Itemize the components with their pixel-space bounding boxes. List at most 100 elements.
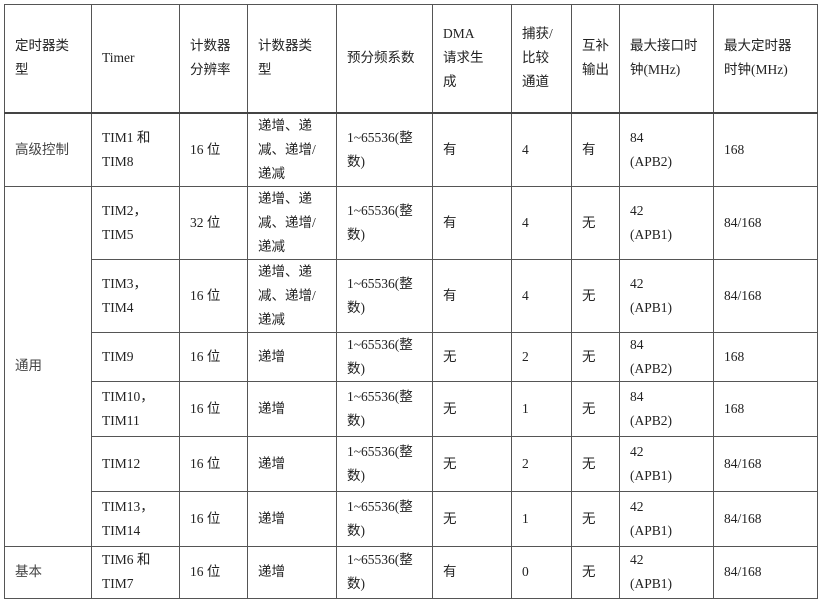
cell-text-line: TIM5 (102, 226, 134, 242)
cell-text-line: 有 (443, 214, 457, 230)
prescaler-cell: 1~65536(整 数) (336, 380, 433, 437)
prescaler-cell: 1~65536(整 数) (336, 112, 433, 187)
counter-type-cell: 递增、递 减、递增/递减 (247, 185, 337, 260)
timer-cell: TIM1 和 TIM8 (91, 112, 180, 187)
column-header-resolution: 计数器分辨率 (179, 4, 248, 114)
cell-text-line: 1 (522, 510, 529, 526)
cell-text-line: TIM7 (102, 576, 134, 591)
header-text: DMA 请求生成 (443, 26, 484, 90)
table-row: 通用 TIM2， TIM5 32 位递增、递 减、递增/递减 1~65536(整 数) 有 4 无… (4, 185, 818, 547)
prescaler-cell: 1~65536(整 数) (336, 490, 433, 547)
cell-text-line: TIM9 (102, 348, 134, 364)
cell-text-line: 4 (522, 141, 529, 157)
cell-text-line: 数) (347, 360, 365, 376)
complementary-cell: 无 (571, 545, 620, 599)
timer-type-cell: 高级控制 (4, 112, 92, 187)
cell-text-line: 168 (724, 141, 745, 157)
counter-type-cell: 递增、递 减、递增/递减 (247, 112, 337, 187)
cell-text-line: 1~65536(整 (347, 275, 413, 291)
cell-text-line: 2 (522, 348, 529, 364)
cell-text-line: 数) (347, 412, 365, 428)
cell-text-line: (APB1) (630, 226, 673, 242)
cell-text-line: 递减 (258, 311, 285, 327)
cell-text-line: 数) (347, 576, 365, 591)
header-text: 互补输出 (582, 38, 609, 78)
cell-text-line: 无 (443, 348, 457, 364)
table-row: TIM12 16 位 递增 1~65536(整 数) 无 2 无 42 (APB1) 84/168 (5, 435, 818, 492)
cell-text-line: 84/168 (724, 214, 762, 230)
cell-text-line: 84 (630, 129, 644, 145)
cell-text-line: 递减 (258, 165, 285, 181)
table-row: 基本 TIM6 和 TIM7 16 位 递增 1~65536(整 数) 有 0 无 42 (APB1)… (4, 545, 818, 599)
timer-clock-cell: 84/168 (713, 545, 818, 599)
channels-cell: 4 (511, 258, 572, 333)
cell-text-line: 递增、递 (258, 190, 312, 206)
complementary-cell: 无 (571, 331, 620, 382)
prescaler-cell: 1~65536(整 数) (336, 185, 433, 260)
header-text: 定时器类型 (15, 38, 69, 78)
dma-cell: 无 (432, 435, 512, 492)
cell-text-line: (APB1) (630, 576, 673, 591)
cell-text-line: 84 (630, 388, 644, 404)
counter-type-cell: 递增、递 减、递增/递减 (247, 258, 337, 333)
cell-text-line: 数) (347, 467, 365, 483)
cell-text-line: 有 (443, 141, 457, 157)
cell-text-line: 无 (443, 510, 457, 526)
channels-cell: 1 (511, 490, 572, 547)
cell-text-line: 16 位 (190, 141, 221, 157)
cell-text-line: 有 (443, 564, 457, 579)
cell-text-line: 无 (582, 214, 596, 230)
cell-text-line: 4 (522, 214, 529, 230)
cell-text-line: 递增 (258, 510, 285, 526)
cell-text-line: TIM3， (102, 275, 147, 291)
cell-text-line: 无 (582, 400, 596, 416)
cell-text-line: 1~65536(整 (347, 552, 413, 567)
channels-cell: 4 (511, 185, 572, 260)
cell-text-line: (APB1) (630, 299, 673, 315)
counter-type-cell: 递增 (247, 545, 337, 599)
complementary-cell: 有 (571, 112, 620, 187)
header-text: 捕获/比较通道 (522, 26, 553, 90)
timer-cell: TIM9 (91, 331, 180, 382)
dma-cell: 有 (432, 185, 512, 260)
interface-clock-cell: 84 (APB2) (619, 331, 714, 382)
prescaler-cell: 1~65536(整 数) (336, 435, 433, 492)
complementary-cell: 无 (571, 490, 620, 547)
timer-cell: TIM3， TIM4 (91, 258, 180, 333)
complementary-cell: 无 (571, 185, 620, 260)
cell-text-line: 32 位 (190, 214, 221, 230)
cell-text-line: 递增 (258, 400, 285, 416)
timer-cell: TIM12 (91, 435, 180, 492)
channels-cell: 2 (511, 331, 572, 382)
cell-text-line: 168 (724, 348, 745, 364)
cell-text-line: 84 (630, 336, 644, 352)
channels-cell: 4 (511, 112, 572, 187)
timer-clock-cell: 84/168 (713, 258, 818, 333)
interface-clock-cell: 84 (APB2) (619, 112, 714, 187)
resolution-cell: 32 位 (179, 185, 248, 260)
counter-type-cell: 递增 (247, 331, 337, 382)
cell-text-line: 1~65536(整 (347, 129, 413, 145)
table-row: 高级控制 TIM1 和 TIM8 16 位递增、递 减、递增/递减 1~65536(整 数)… (4, 112, 818, 187)
cell-text-line: 1~65536(整 (347, 388, 413, 404)
cell-text-line: 42 (630, 498, 644, 514)
column-header-counter-type: 计数器类型 (247, 4, 337, 114)
cell-text-line: TIM1 和 (102, 129, 151, 145)
cell-text-line: 16 位 (190, 400, 221, 416)
timer-clock-cell: 84/168 (713, 490, 818, 547)
cell-text-line: 数) (347, 522, 365, 538)
cell-text-line: 无 (582, 348, 596, 364)
cell-text-line: 减、递增/ (258, 287, 316, 303)
cell-text-line: 数) (347, 153, 365, 169)
column-header-timer-type: 定时器类型 (4, 4, 92, 114)
prescaler-cell: 1~65536(整 数) (336, 331, 433, 382)
resolution-cell: 16 位 (179, 258, 248, 333)
cell-text-line: 84/168 (724, 287, 762, 303)
cell-text-line: 1 (522, 400, 529, 416)
dma-cell: 有 (432, 545, 512, 599)
cell-text-line: 16 位 (190, 455, 221, 471)
cell-text-line: 42 (630, 552, 644, 567)
cell-text-line: 84/168 (724, 510, 762, 526)
cell-text-line: (APB2) (630, 360, 673, 376)
cell-text-line: 4 (522, 287, 529, 303)
